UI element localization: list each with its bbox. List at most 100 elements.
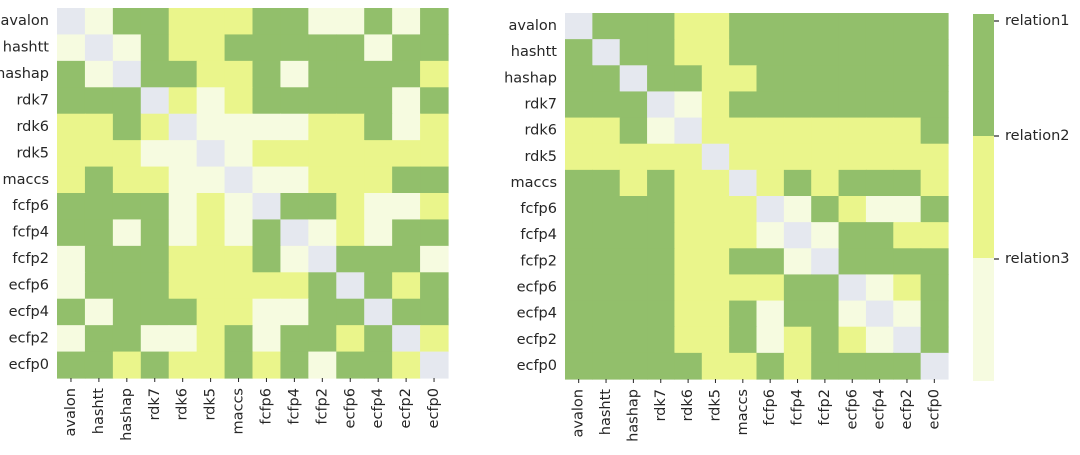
row-tick-label-rdk5: rdk5	[16, 145, 49, 161]
heatmap-cell-ecfp2-fcfp2	[308, 325, 337, 353]
heatmap-cell-ecfp2-avalon	[565, 326, 593, 354]
heatmap-cell-fcfp2-ecfp6	[336, 245, 365, 273]
heatmap-cell-ecfp0-ecfp6	[336, 351, 365, 379]
heatmap-cell-ecfp2-ecfp2	[392, 325, 421, 353]
heatmap-cell-ecfp4-fcfp6	[756, 300, 785, 328]
colorbar-segment-relation2	[973, 136, 994, 258]
row-tick-label-fcfp4: fcfp4	[12, 225, 49, 241]
row-tick-label-ecfp4: ecfp4	[517, 306, 557, 322]
heatmap-cell-rdk6-ecfp4	[364, 113, 393, 141]
heatmap-cell-fcfp4-ecfp0	[920, 222, 949, 249]
heatmap-cell-maccs-hashap	[112, 166, 142, 194]
col-tick-label-ecfp0: ecfp0	[926, 389, 942, 429]
row-tick-label-rdk7: rdk7	[16, 93, 49, 109]
row-tick-label-hashtt: hashtt	[3, 40, 50, 56]
col-tick-label-avalon: avalon	[63, 388, 79, 436]
heatmap-cell-ecfp4-rdk5	[701, 300, 730, 328]
heatmap-cell-ecfp2-ecfp2	[893, 326, 922, 354]
col-tick-label-avalon: avalon	[571, 389, 587, 437]
heatmap-cell-maccs-ecfp2	[392, 166, 421, 194]
heatmap-cell-fcfp2-rdk7	[647, 248, 676, 276]
heatmap-cell-ecfp2-hashap	[619, 326, 648, 354]
heatmap-cell-ecfp6-rdk5	[701, 274, 730, 302]
col-tick-label-fcfp2: fcfp2	[314, 388, 330, 425]
col-tick-label-fcfp4: fcfp4	[286, 388, 302, 425]
heatmap-cell-fcfp6-hashap	[112, 193, 142, 221]
heatmap-cell-fcfp2-ecfp0	[420, 245, 449, 273]
heatmap-cell-ecfp4-fcfp2	[308, 298, 337, 326]
heatmap-cell-rdk5-fcfp6	[756, 143, 785, 171]
heatmap-cell-fcfp6-ecfp6	[838, 196, 867, 223]
row-tick-label-rdk6: rdk6	[524, 123, 557, 139]
heatmap-cell-ecfp6-ecfp4	[865, 274, 894, 302]
heatmap-cell-ecfp2-ecfp4	[865, 326, 894, 354]
heatmap-cell-ecfp6-hashap	[619, 274, 648, 302]
heatmap-cell-fcfp2-avalon	[57, 245, 86, 273]
heatmap-cell-hashap-maccs	[224, 60, 254, 88]
heatmap-cell-hashtt-rdk5	[701, 39, 730, 66]
heatmap-cell-ecfp4-ecfp6	[838, 300, 867, 328]
heatmap-cell-hashap-fcfp4	[280, 60, 309, 88]
heatmap-cell-ecfp0-rdk5	[701, 352, 730, 380]
heatmap-cell-hashtt-avalon	[565, 39, 593, 66]
row-tick-label-ecfp6: ecfp6	[9, 278, 49, 294]
heatmap-cell-rdk7-fcfp6	[252, 87, 282, 115]
heatmap-cell-avalon-rdk6	[674, 13, 703, 40]
heatmap-cell-fcfp6-rdk7	[647, 196, 676, 223]
heatmap-cell-hashap-ecfp6	[838, 65, 867, 93]
col-tick-label-maccs: maccs	[735, 389, 751, 436]
col-tick-label-ecfp6: ecfp6	[342, 388, 358, 428]
heatmap-cell-rdk6-fcfp4	[280, 113, 309, 141]
heatmap-cell-rdk6-ecfp0	[920, 117, 949, 145]
heatmap-cell-hashap-ecfp0	[420, 60, 449, 88]
heatmap-cell-fcfp2-rdk6	[168, 245, 198, 273]
heatmap-cell-ecfp0-hashap	[112, 351, 142, 379]
heatmap-cell-fcfp4-rdk6	[168, 219, 198, 247]
heatmap-cell-avalon-rdk5	[196, 8, 226, 36]
col-tick-label-ecfp2: ecfp2	[398, 388, 414, 428]
heatmap-cell-fcfp6-hashtt	[592, 196, 621, 223]
heatmap-cell-hashtt-ecfp2	[392, 34, 421, 62]
heatmap-cell-hashap-fcfp6	[756, 65, 785, 93]
heatmap-cell-ecfp0-fcfp6	[252, 351, 282, 379]
heatmap-cell-rdk6-hashtt	[592, 117, 621, 145]
heatmap-cell-fcfp2-rdk6	[674, 248, 703, 276]
heatmap-cell-hashtt-fcfp6	[252, 34, 282, 62]
heatmap-cell-rdk7-avalon	[565, 91, 593, 119]
heatmap-cell-rdk5-ecfp0	[920, 143, 949, 171]
heatmap-cell-hashtt-fcfp2	[811, 39, 840, 66]
heatmap-cell-ecfp4-hashtt	[84, 298, 114, 326]
heatmap-cell-hashap-ecfp2	[392, 60, 421, 88]
heatmap-cell-hashap-ecfp2	[893, 65, 922, 93]
heatmap-cell-rdk6-ecfp6	[838, 117, 867, 145]
heatmap-cell-ecfp2-hashtt	[592, 326, 621, 354]
heatmap-cell-maccs-ecfp0	[920, 169, 949, 197]
heatmap-cell-hashap-hashap	[112, 60, 142, 88]
heatmap-cell-fcfp6-fcfp2	[811, 196, 840, 223]
colorbar-segment-relation1	[973, 14, 994, 136]
heatmap-cell-ecfp6-rdk6	[674, 274, 703, 302]
heatmap-cell-ecfp4-hashap	[619, 300, 648, 328]
heatmap-cell-ecfp6-fcfp4	[783, 274, 812, 302]
heatmap-cell-fcfp2-hashap	[619, 248, 648, 276]
heatmap-cell-fcfp2-ecfp2	[392, 245, 421, 273]
heatmap-cell-rdk7-ecfp4	[865, 91, 894, 119]
heatmap-cell-hashap-maccs	[729, 65, 758, 93]
row-tick-label-ecfp2: ecfp2	[9, 330, 49, 346]
heatmap-cell-rdk5-ecfp4	[364, 140, 393, 168]
heatmap-cell-rdk7-rdk6	[674, 91, 703, 119]
heatmap-cell-fcfp4-ecfp0	[420, 219, 449, 247]
heatmap-cell-ecfp0-rdk6	[168, 351, 198, 379]
row-tick-label-hashtt: hashtt	[511, 44, 558, 60]
heatmap-cell-avalon-ecfp4	[364, 8, 393, 36]
heatmap-cell-rdk7-fcfp4	[280, 87, 309, 115]
row-tick-label-rdk7: rdk7	[524, 97, 557, 113]
heatmap-cell-rdk6-ecfp0	[420, 113, 449, 141]
heatmap-cell-maccs-rdk7	[647, 169, 676, 197]
heatmap-cell-hashap-avalon	[57, 60, 86, 88]
heatmap-cell-maccs-fcfp6	[252, 166, 282, 194]
heatmap-cell-rdk7-rdk7	[647, 91, 676, 119]
heatmap-cell-ecfp6-ecfp0	[920, 274, 949, 302]
heatmap-cell-fcfp4-maccs	[224, 219, 254, 247]
